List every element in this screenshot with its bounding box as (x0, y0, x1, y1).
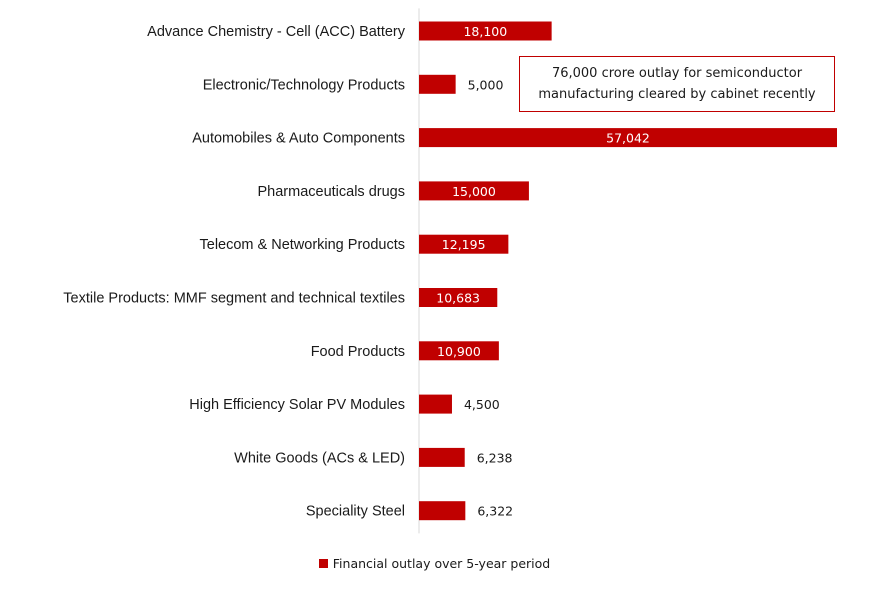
category-label: Textile Products: MMF segment and techni… (63, 291, 405, 307)
data-label: 6,238 (477, 450, 513, 465)
data-label: 10,683 (436, 291, 480, 306)
data-label: 5,000 (468, 77, 504, 92)
category-label: Telecom & Networking Products (200, 237, 406, 253)
category-label: Advance Chemistry - Cell (ACC) Battery (147, 24, 406, 40)
category-label: Electronic/Technology Products (203, 77, 405, 93)
legend-label: Financial outlay over 5-year period (332, 556, 551, 571)
data-label: 57,042 (606, 131, 650, 146)
data-label: 12,195 (442, 237, 486, 252)
data-label: 4,500 (464, 397, 500, 412)
data-label: 15,000 (452, 184, 496, 199)
legend: Financial outlay over 5-year period (0, 556, 869, 571)
bar (419, 341, 499, 361)
category-label: Speciality Steel (306, 504, 405, 520)
category-label: Automobiles & Auto Components (192, 131, 405, 147)
bar (419, 74, 456, 94)
bar (419, 288, 498, 307)
bar (419, 128, 837, 148)
data-label: 18,100 (463, 24, 507, 39)
category-label: Food Products (311, 344, 405, 360)
category-label: Pharmaceuticals drugs (258, 184, 406, 200)
bar (419, 447, 465, 467)
annotation-text: 76,000 crore outlay for semiconductor ma… (538, 66, 816, 102)
bar (419, 234, 509, 254)
category-label: White Goods (ACs & LED) (234, 450, 405, 466)
annotation-box: 76,000 crore outlay for semiconductor ma… (519, 56, 835, 112)
category-label: High Efficiency Solar PV Modules (189, 397, 405, 413)
bar (419, 21, 552, 41)
legend-swatch (318, 559, 328, 568)
bar (419, 394, 452, 414)
bar (419, 501, 466, 521)
bar (419, 181, 529, 201)
data-label: 10,900 (437, 344, 481, 359)
data-label: 6,322 (477, 504, 513, 519)
